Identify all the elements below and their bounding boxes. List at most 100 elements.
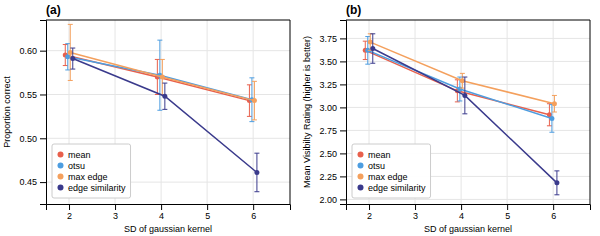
tick: 0.45 bbox=[19, 177, 46, 187]
tick: 0.50 bbox=[19, 134, 46, 144]
chart: 234560.450.500.550.60(a)SD of gaussian k… bbox=[0, 0, 600, 236]
panel: 234562.002.252.502.753.003.253.503.75(b)… bbox=[302, 3, 591, 234]
point bbox=[254, 170, 259, 175]
error-bar bbox=[552, 95, 557, 112]
point bbox=[549, 116, 554, 121]
series bbox=[63, 45, 252, 117]
legend-swatch bbox=[358, 174, 364, 180]
tick-mark bbox=[207, 204, 208, 210]
tick-mark bbox=[340, 84, 346, 85]
legend-box bbox=[352, 144, 431, 198]
tick: 4 bbox=[159, 204, 164, 221]
tick: 2 bbox=[67, 204, 72, 221]
tick-mark bbox=[369, 204, 370, 210]
series bbox=[65, 40, 254, 121]
tick-mark bbox=[461, 204, 462, 210]
legend-swatch bbox=[58, 163, 64, 169]
tick: 2 bbox=[367, 204, 372, 221]
y-axis-label: Mean Visibilty Rating (higher is better) bbox=[302, 36, 312, 188]
tick-mark bbox=[507, 204, 508, 210]
tick-label: 2.00 bbox=[319, 195, 337, 205]
grid-line bbox=[346, 61, 590, 62]
tick-label: 3.75 bbox=[319, 34, 337, 44]
grid-line bbox=[346, 130, 590, 131]
tick-label: 6 bbox=[551, 211, 556, 221]
tick: 3 bbox=[113, 204, 118, 221]
legend-item: mean bbox=[58, 150, 91, 160]
tick-label: 6 bbox=[251, 211, 256, 221]
legend-label: edge similarity bbox=[368, 183, 426, 193]
tick-label: 3.25 bbox=[319, 80, 337, 90]
grid-line bbox=[161, 20, 162, 204]
series-line bbox=[70, 52, 254, 100]
legend-label: max edge bbox=[68, 172, 108, 182]
tick-label: 3.50 bbox=[319, 57, 337, 67]
legend-item: max edge bbox=[358, 172, 408, 182]
tick: 4 bbox=[459, 204, 464, 221]
legend-item: mean bbox=[358, 150, 391, 160]
legend-swatch bbox=[58, 152, 64, 158]
tick-label: 5 bbox=[205, 211, 210, 221]
tick: 0.55 bbox=[19, 90, 46, 100]
tick: 5 bbox=[205, 204, 210, 221]
y-axis: 0.450.500.550.60 bbox=[19, 21, 46, 205]
error-bar bbox=[160, 59, 165, 94]
error-bar bbox=[547, 104, 552, 126]
legend-label: otsu bbox=[368, 161, 385, 171]
point bbox=[554, 180, 559, 185]
tick-mark bbox=[415, 204, 416, 210]
legend-item: max edge bbox=[58, 172, 108, 182]
legend-label: max edge bbox=[368, 172, 408, 182]
tick-mark bbox=[340, 107, 346, 108]
axis-line bbox=[47, 205, 291, 211]
legend-item: otsu bbox=[358, 161, 386, 171]
tick-label: 3.00 bbox=[319, 103, 337, 113]
panel: 234560.450.500.550.60(a)SD of gaussian k… bbox=[2, 3, 291, 234]
frame bbox=[346, 20, 590, 21]
point bbox=[457, 87, 462, 92]
tick-mark bbox=[69, 204, 70, 210]
tick-mark bbox=[40, 182, 46, 183]
error-bar bbox=[549, 105, 554, 133]
tick: 3 bbox=[413, 204, 418, 221]
tick-label: 2.75 bbox=[319, 126, 337, 136]
grid bbox=[346, 20, 590, 204]
tick-mark bbox=[253, 204, 254, 210]
title: (b) bbox=[346, 3, 361, 17]
point bbox=[370, 46, 375, 51]
grid-line bbox=[346, 107, 590, 108]
legend-label: otsu bbox=[68, 161, 85, 171]
legend: meanotsumax edgeedge similarity bbox=[52, 144, 131, 198]
point bbox=[252, 98, 257, 103]
x-axis-label: SD of gaussian kernel bbox=[124, 224, 212, 234]
x-axis-label: SD of gaussian kernel bbox=[424, 224, 512, 234]
tick: 2.00 bbox=[319, 195, 346, 205]
tick: 3.25 bbox=[319, 80, 346, 90]
tick-label: 4 bbox=[459, 211, 464, 221]
point bbox=[552, 101, 557, 106]
legend-box bbox=[52, 144, 131, 198]
legend-swatch bbox=[58, 185, 64, 191]
error-bar bbox=[254, 153, 259, 192]
error-bar bbox=[462, 77, 467, 114]
tick: 2.75 bbox=[319, 126, 346, 136]
grid-line bbox=[46, 94, 290, 95]
tick: 6 bbox=[551, 204, 556, 221]
tick: 2.50 bbox=[319, 149, 346, 159]
tick-mark bbox=[340, 199, 346, 200]
tick-mark bbox=[340, 176, 346, 177]
tick-label: 4 bbox=[159, 211, 164, 221]
y-axis: 2.002.252.502.753.003.253.503.75 bbox=[319, 21, 346, 205]
tick-label: 0.45 bbox=[19, 177, 37, 187]
grid-line bbox=[46, 50, 290, 51]
point bbox=[160, 74, 165, 79]
series-line bbox=[365, 50, 549, 114]
tick-mark bbox=[340, 130, 346, 131]
error-bar bbox=[460, 73, 465, 88]
point bbox=[70, 56, 75, 61]
tick-mark bbox=[40, 51, 46, 52]
frame bbox=[290, 20, 291, 204]
x-axis: 23456 bbox=[347, 204, 591, 221]
tick-mark bbox=[340, 153, 346, 154]
grid-line bbox=[207, 20, 208, 204]
